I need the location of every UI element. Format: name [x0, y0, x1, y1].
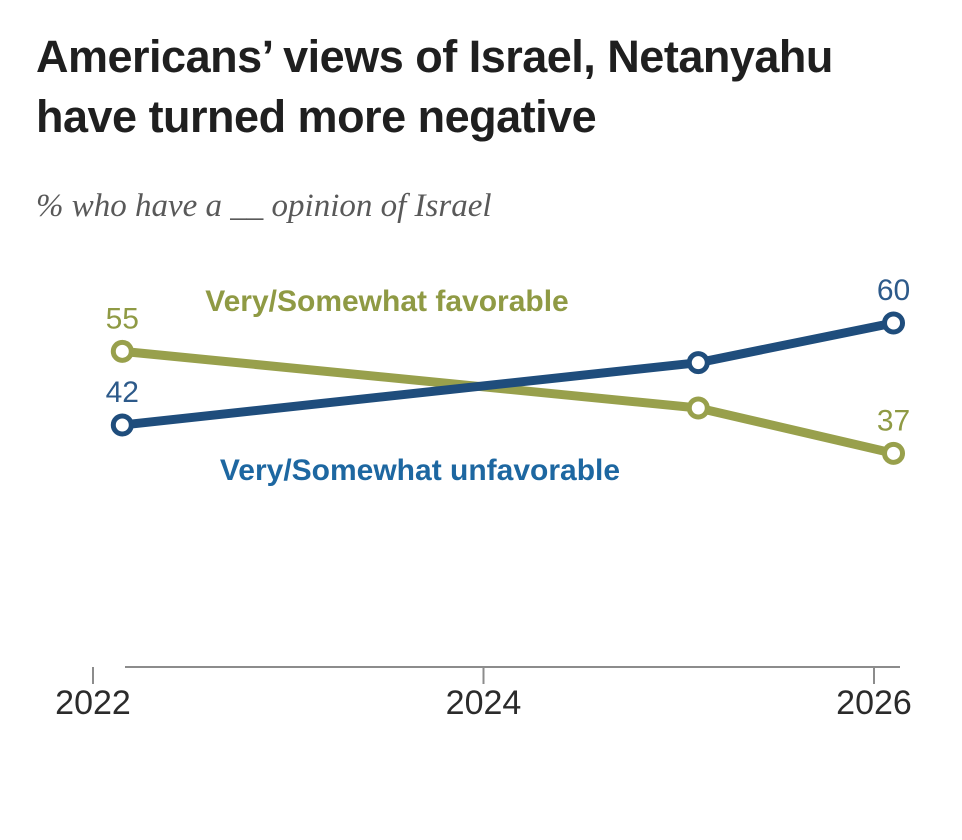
- chart-title-line2: have turned more negative: [36, 91, 597, 142]
- value-label-very-somewhat-favorable-0: 55: [106, 302, 139, 335]
- series-line-very-somewhat-unfavorable: [121, 318, 895, 430]
- value-label-very-somewhat-favorable-2: 37: [877, 404, 910, 437]
- chart-subtitle: % who have a __ opinion of Israel: [36, 188, 492, 224]
- value-label-very-somewhat-unfavorable-0: 42: [106, 376, 139, 409]
- series-line-very-somewhat-favorable: [121, 346, 895, 458]
- x-tick-label-2022: 2022: [55, 684, 131, 722]
- series-label-very-somewhat-favorable: Very/Somewhat favorable: [205, 285, 569, 318]
- chart-title: Americans’ views of Israel, Netanyahu hav…: [36, 27, 833, 147]
- data-point-very-somewhat-unfavorable-2: [882, 311, 906, 335]
- series-label-very-somewhat-unfavorable: Very/Somewhat unfavorable: [220, 454, 620, 487]
- data-point-very-somewhat-favorable-1: [686, 396, 710, 420]
- data-point-very-somewhat-favorable-0: [110, 339, 134, 363]
- chart-title-line1: Americans’ views of Israel, Netanyahu: [36, 31, 833, 82]
- data-point-very-somewhat-unfavorable-0: [110, 413, 134, 437]
- x-tick-label-2026: 2026: [836, 684, 912, 722]
- value-label-very-somewhat-unfavorable-2: 60: [877, 274, 910, 307]
- data-point-very-somewhat-unfavorable-1: [686, 351, 710, 375]
- x-tick-label-2024: 2024: [446, 684, 522, 722]
- data-point-very-somewhat-favorable-2: [882, 441, 906, 465]
